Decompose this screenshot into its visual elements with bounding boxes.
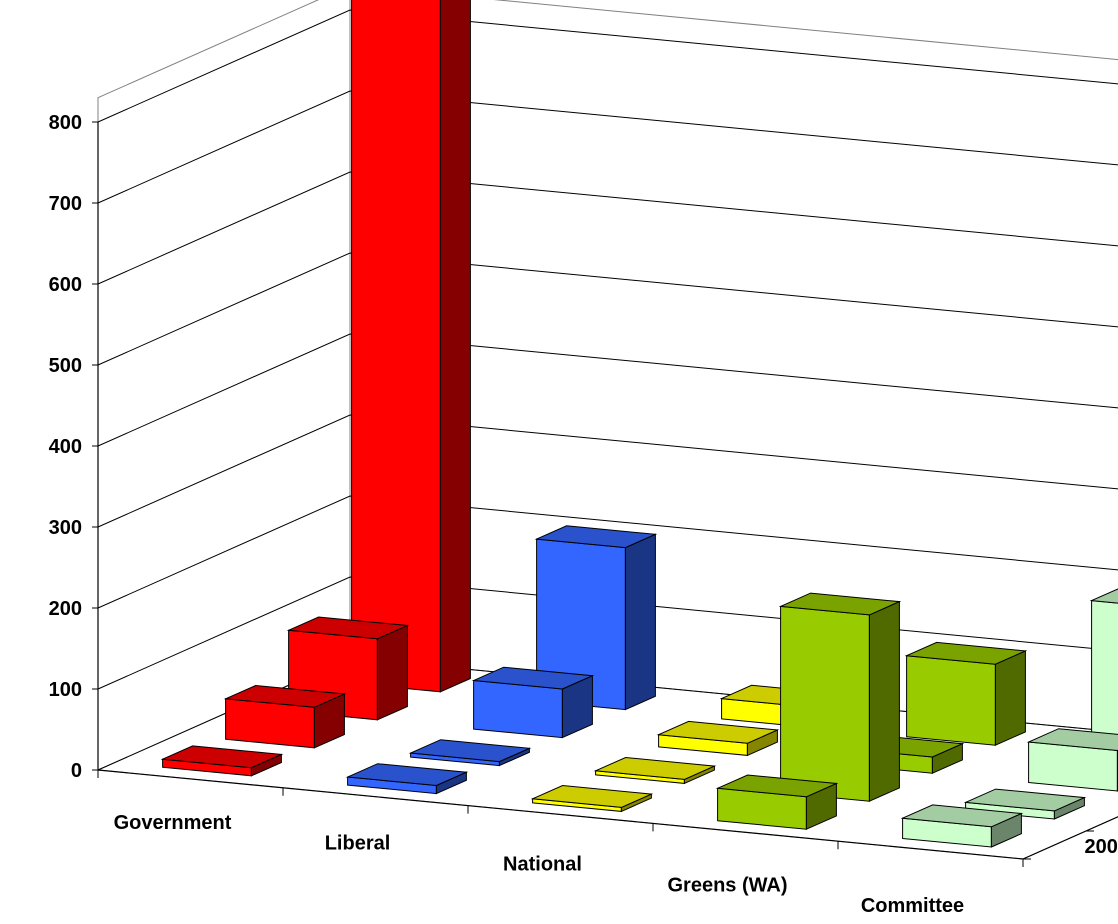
y-tick-label: 800: [49, 112, 82, 134]
bar-top-face: [345, 763, 469, 787]
bar-top-face: [534, 525, 658, 549]
bar-top-face: [715, 774, 839, 798]
bar-front-face: [473, 679, 563, 739]
gridline: [97, 495, 1118, 609]
bars: [160, 0, 1118, 848]
bar-top-face: [160, 745, 284, 769]
axis-labels: 0 100 200 300 400 500 600 700 800 Government Liber…: [49, 112, 1118, 917]
bar-top-face: [286, 616, 410, 640]
bar: [656, 720, 780, 757]
bar: [715, 774, 839, 830]
category-label: National: [503, 854, 582, 876]
bar-front-face: [780, 605, 870, 802]
y-tick-label: 400: [49, 436, 82, 458]
bar: [351, 0, 471, 693]
bar: [1089, 588, 1118, 758]
bar-top-face: [900, 804, 1024, 828]
bar-side-face: [439, 0, 471, 693]
y-tick-label: 0: [71, 760, 82, 782]
gridline: [97, 90, 1118, 204]
y-tick-label: 500: [49, 355, 82, 377]
gridline: [97, 576, 1118, 690]
bar-top-face: [223, 684, 347, 708]
gridline: [97, 9, 1118, 123]
bar-side-face: [624, 533, 656, 711]
y-tick-label: 700: [49, 193, 82, 215]
bar-front-face: [351, 0, 441, 693]
bar-top-face: [471, 666, 595, 690]
y-tick-label: 100: [49, 679, 82, 701]
bar-top-face: [1026, 728, 1118, 752]
bar: [904, 641, 1028, 746]
bar: [160, 745, 284, 777]
bar-top-face: [530, 784, 654, 808]
axes: [92, 121, 1118, 867]
bar-side-face: [376, 624, 408, 721]
depth-axis-line: [1022, 816, 1118, 860]
bar-side-face: [868, 600, 900, 802]
category-label: Government: [114, 812, 232, 834]
bar: [778, 592, 902, 802]
bar-top-face: [963, 788, 1087, 812]
bar-front-face: [906, 655, 996, 746]
bar-top-face: [904, 641, 1028, 665]
gridline: [97, 171, 1118, 285]
bar: [408, 739, 532, 767]
bar: [1026, 728, 1118, 792]
bar-top-face: [1089, 588, 1118, 604]
bar: [471, 666, 595, 739]
bar: [534, 525, 658, 711]
bar: [223, 684, 347, 749]
x-axis-line: [97, 769, 1024, 860]
bar: [593, 756, 717, 785]
bar-top-face: [593, 756, 717, 780]
bar: [345, 763, 469, 795]
bar-top-face: [408, 739, 532, 763]
bar-top-face: [778, 592, 902, 616]
bar: [963, 788, 1087, 820]
y-tick-label: 300: [49, 517, 82, 539]
bar-side-face: [994, 650, 1026, 746]
y-tick-label: 200: [49, 598, 82, 620]
gridline: [97, 252, 1118, 366]
gridlines: [97, 9, 1118, 771]
depth-label: 2007: [1085, 836, 1118, 858]
category-label: Greens (WA): [667, 874, 787, 896]
category-label: Committee: [861, 895, 964, 917]
bar: [530, 784, 654, 813]
gridline: [97, 333, 1118, 447]
category-label: Liberal: [325, 833, 391, 855]
bar: [900, 804, 1024, 848]
bar-front-face: [1091, 600, 1118, 758]
y-tick-label: 600: [49, 274, 82, 296]
gridline: [97, 414, 1118, 528]
bar-top-face: [656, 720, 780, 744]
